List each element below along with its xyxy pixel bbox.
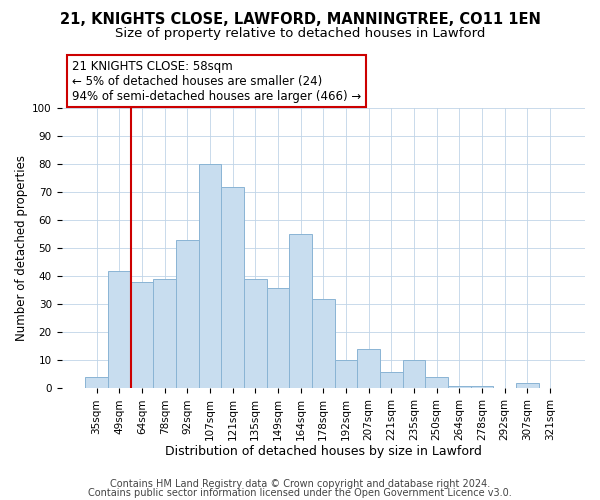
Bar [425,378,448,388]
Bar [266,288,289,388]
Bar [153,279,176,388]
Y-axis label: Number of detached properties: Number of detached properties [15,156,28,342]
Bar [470,386,493,388]
Text: 21, KNIGHTS CLOSE, LAWFORD, MANNINGTREE, CO11 1EN: 21, KNIGHTS CLOSE, LAWFORD, MANNINGTREE,… [59,12,541,28]
Bar [244,279,266,388]
Bar [335,360,357,388]
Text: Contains HM Land Registry data © Crown copyright and database right 2024.: Contains HM Land Registry data © Crown c… [110,479,490,489]
Bar [131,282,153,389]
Bar [221,186,244,388]
Bar [516,383,539,388]
Bar [199,164,221,388]
Bar [289,234,312,388]
Bar [357,349,380,389]
X-axis label: Distribution of detached houses by size in Lawford: Distribution of detached houses by size … [165,444,482,458]
Bar [448,386,470,388]
Bar [85,378,108,388]
Text: 21 KNIGHTS CLOSE: 58sqm
← 5% of detached houses are smaller (24)
94% of semi-det: 21 KNIGHTS CLOSE: 58sqm ← 5% of detached… [72,60,361,102]
Text: Contains public sector information licensed under the Open Government Licence v3: Contains public sector information licen… [88,488,512,498]
Bar [108,271,131,388]
Bar [403,360,425,388]
Text: Size of property relative to detached houses in Lawford: Size of property relative to detached ho… [115,28,485,40]
Bar [176,240,199,388]
Bar [380,372,403,388]
Bar [312,299,335,388]
